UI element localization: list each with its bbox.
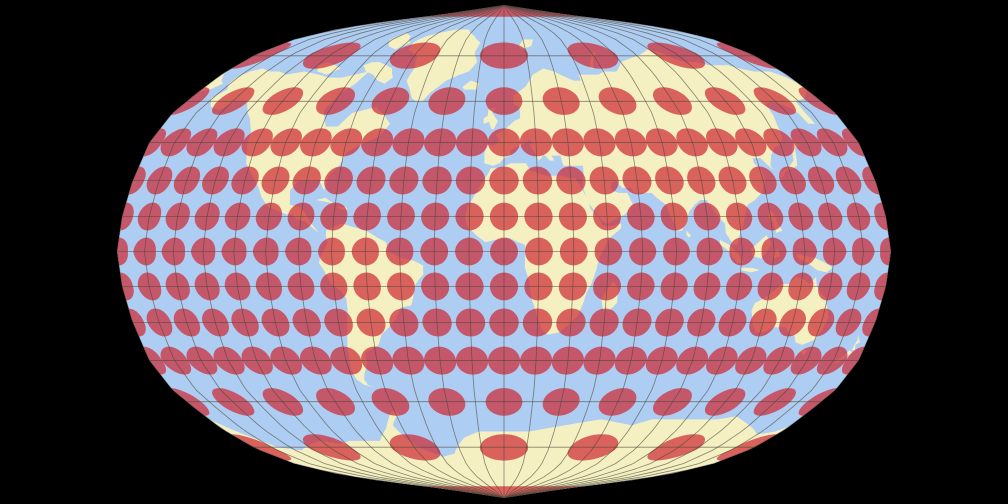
meridian-line — [503, 5, 644, 498]
meridian-line — [331, 5, 505, 498]
landmass-nz-north — [851, 334, 860, 350]
meridian-line — [433, 5, 505, 498]
meridian-line — [233, 5, 505, 498]
meridian-line — [503, 5, 836, 498]
landmass-ireland — [483, 115, 492, 124]
meridian-line — [172, 5, 505, 498]
landmass-north-america — [210, 68, 391, 233]
meridian-line — [503, 5, 775, 498]
meridian-line — [144, 5, 505, 498]
meridian-line — [364, 5, 505, 498]
meridian-line — [468, 5, 505, 498]
graticule-layer — [117, 5, 891, 498]
meridian-line — [503, 5, 575, 498]
meridian-line — [117, 5, 505, 498]
meridian-line — [503, 5, 609, 498]
meridian-line — [503, 5, 806, 498]
landmass-arctic-islands-ellesmere — [388, 32, 411, 50]
meridian-line — [503, 5, 677, 498]
landmass-svalbard — [519, 39, 534, 50]
landmass-japan — [779, 142, 800, 179]
landmass-iceland — [462, 80, 480, 90]
meridian-line — [503, 5, 540, 498]
meridian-line — [503, 5, 743, 498]
meridian-line — [503, 5, 711, 498]
landmass-great-britain — [487, 107, 498, 130]
meridian-line — [399, 5, 505, 498]
landmass-sri-lanka — [686, 230, 692, 238]
meridian-line — [503, 5, 891, 498]
meridian-line — [202, 5, 505, 498]
landmass-arctic-islands-baffin — [363, 62, 393, 84]
landmass-cuba — [316, 197, 336, 205]
meridian-line — [265, 5, 505, 498]
meridian-line — [503, 5, 864, 498]
meridian-line — [297, 5, 505, 498]
landmass-java — [740, 267, 760, 273]
